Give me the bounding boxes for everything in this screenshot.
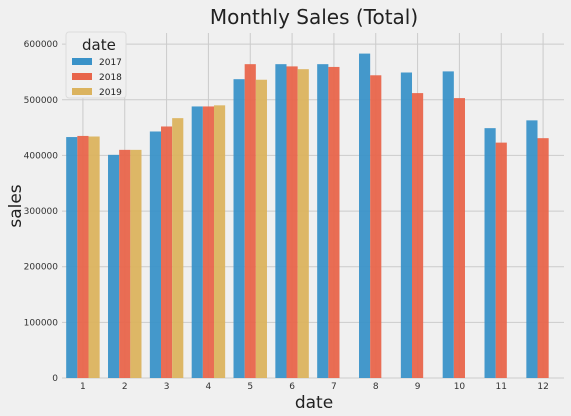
y-tick-label: 0 [52, 374, 58, 384]
y-tick-label: 500000 [24, 96, 59, 106]
bars [66, 53, 549, 379]
bar-2017-11 [484, 128, 496, 378]
x-tick-label: 11 [496, 382, 507, 392]
x-tick-label: 4 [206, 382, 212, 392]
bar-2017-5 [233, 79, 245, 378]
bar-2018-4 [202, 106, 214, 379]
legend-label-2017: 2017 [99, 58, 122, 68]
bar-2018-12 [537, 138, 549, 378]
bar-2017-8 [359, 53, 371, 378]
x-axis-title: date [295, 393, 333, 413]
bar-2019-5 [255, 79, 267, 378]
bar-2019-2 [130, 149, 142, 378]
y-tick-label: 100000 [24, 318, 59, 328]
bar-2018-5 [244, 64, 256, 379]
legend: date 2017 2018 2019 [65, 31, 127, 99]
legend-title: date [82, 36, 116, 54]
bar-2018-9 [412, 93, 424, 378]
legend-items: 2017 2018 2019 [72, 58, 122, 98]
bar-2017-1 [66, 137, 78, 378]
bar-2018-7 [328, 66, 340, 379]
x-tick-label: 2 [122, 382, 128, 392]
x-tick-label: 1 [80, 382, 86, 392]
bar-2017-10 [442, 71, 454, 378]
bar-2017-12 [526, 120, 538, 378]
bar-2019-6 [297, 69, 309, 378]
x-tick-label: 3 [164, 382, 170, 392]
y-axis-ticks: 0 100000 200000 300000 400000 500000 600000 [24, 40, 59, 384]
bar-2018-8 [370, 75, 382, 379]
legend-label-2018: 2018 [99, 73, 122, 83]
bar-2018-1 [77, 135, 89, 378]
y-axis-title: sales [6, 184, 26, 227]
bar-2017-7 [317, 64, 329, 379]
x-tick-label: 12 [537, 382, 548, 392]
chart-title: Monthly Sales (Total) [210, 5, 418, 29]
bar-2017-4 [191, 106, 203, 379]
y-tick-label: 200000 [24, 263, 59, 273]
bar-2019-1 [88, 136, 100, 378]
legend-swatch-2017 [72, 58, 92, 65]
y-tick-label: 400000 [24, 151, 59, 161]
bar-2017-3 [149, 131, 162, 378]
x-tick-label: 8 [373, 382, 379, 392]
x-tick-label: 5 [247, 382, 253, 392]
bar-2019-3 [172, 118, 184, 379]
y-tick-label: 300000 [24, 207, 59, 217]
x-tick-label: 10 [454, 382, 466, 392]
x-axis-ticks: 1 2 3 4 5 6 7 8 9 10 11 12 [80, 382, 549, 392]
bar-2017-6 [275, 64, 287, 379]
bar-2018-3 [161, 126, 173, 378]
x-tick-label: 6 [289, 382, 295, 392]
x-tick-label: 9 [415, 382, 421, 392]
bar-2018-10 [453, 98, 465, 379]
legend-label-2019: 2019 [99, 88, 122, 98]
bar-2018-6 [286, 66, 298, 379]
bar-2019-4 [213, 105, 226, 378]
bar-2018-2 [119, 149, 131, 378]
y-tick-label: 600000 [24, 40, 59, 50]
bar-2017-2 [108, 154, 120, 378]
x-tick-label: 7 [331, 382, 337, 392]
bar-2018-11 [495, 142, 507, 378]
legend-box [65, 31, 127, 99]
legend-swatch-2018 [72, 73, 92, 80]
legend-swatch-2019 [72, 88, 92, 95]
bar-2017-9 [400, 72, 413, 379]
